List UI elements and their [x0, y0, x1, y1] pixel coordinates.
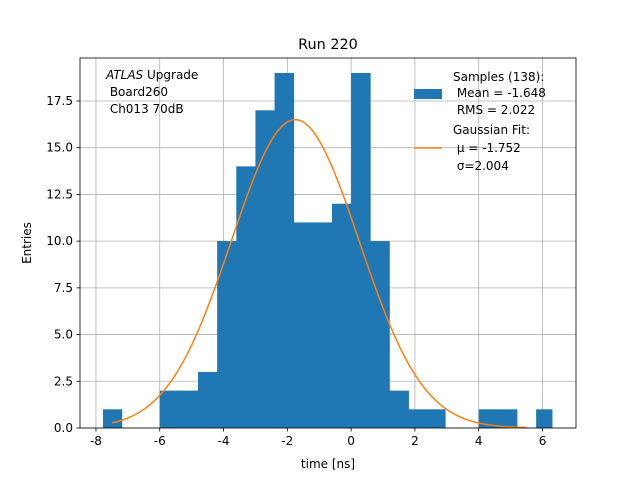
annotation-italic-word: ATLAS	[105, 68, 144, 82]
atlas-annotation: ATLAS Upgrade Board260 Ch013 70dB	[105, 68, 198, 116]
histogram-bar	[370, 241, 390, 428]
legend-samples-line-3: RMS = 2.022	[453, 103, 535, 117]
annotation-first-line-rest: Upgrade	[143, 68, 198, 82]
x-axis-ticks: -8 -6 -4 -2 0 2 4 6	[90, 428, 546, 448]
histogram-bar	[312, 222, 333, 428]
plot-frame	[79, 57, 577, 429]
y-tick-label: 0.0	[54, 421, 73, 435]
y-tick-label: 2.5	[54, 374, 73, 388]
legend-fit-line-1: Gaussian Fit:	[453, 123, 530, 137]
legend-fit-line-3: σ=2.004	[453, 159, 509, 173]
y-tick-label: 7.5	[54, 281, 73, 295]
legend-samples-line-2: Mean = -1.648	[453, 86, 546, 100]
histogram-bar	[236, 166, 256, 428]
histogram-bar	[408, 409, 429, 428]
histogram-bar	[255, 110, 275, 428]
histogram-bar	[351, 72, 371, 428]
gaussian-fit-curve	[111, 118, 527, 429]
x-tick-label: 0	[347, 434, 355, 448]
chart-title: Run 220	[298, 37, 358, 53]
x-tick-label: -6	[154, 434, 166, 448]
x-tick-label: 6	[539, 434, 547, 448]
legend-fit-line-2: μ = -1.752	[453, 141, 521, 155]
y-axis-label: Entries	[20, 222, 34, 264]
y-axis-ticks: 0.0 2.5 5.0 7.5 10.0 12.5 15.0 17.5	[46, 94, 80, 435]
histogram-bar	[427, 409, 446, 428]
gaussian-fit	[111, 118, 527, 429]
histogram-bar	[159, 390, 180, 428]
histogram-bar	[389, 390, 409, 428]
histogram-bar	[217, 241, 237, 428]
x-tick-label: -8	[90, 434, 102, 448]
histogram-bar	[274, 72, 295, 428]
legend-samples-line-1: Samples (138):	[453, 70, 544, 84]
y-tick-label: 17.5	[46, 94, 73, 108]
histogram-bar	[102, 409, 123, 428]
histogram-bar	[178, 390, 199, 428]
annotation-line-1: ATLAS Upgrade	[105, 68, 198, 82]
annotation-line-3: Ch013 70dB	[106, 102, 184, 116]
annotation-line-2: Board260	[106, 85, 168, 99]
histogram-bars	[102, 72, 553, 428]
y-tick-label: 12.5	[46, 187, 73, 201]
histogram-bar	[536, 409, 553, 428]
histogram-bar	[331, 203, 352, 428]
legend-histogram-swatch	[414, 89, 442, 99]
histogram-bar	[293, 222, 314, 428]
histogram-bar	[497, 409, 518, 428]
x-tick-label: 2	[411, 434, 419, 448]
x-tick-label: 4	[475, 434, 483, 448]
y-tick-label: 10.0	[46, 234, 73, 248]
x-tick-label: -4	[218, 434, 230, 448]
x-tick-label: -2	[281, 434, 293, 448]
legend: Samples (138): Mean = -1.648 RMS = 2.022…	[414, 70, 546, 173]
histogram-bar	[198, 371, 218, 428]
x-axis-label: time [ns]	[301, 457, 355, 471]
y-tick-label: 5.0	[54, 328, 73, 342]
y-tick-label: 15.0	[46, 141, 73, 155]
